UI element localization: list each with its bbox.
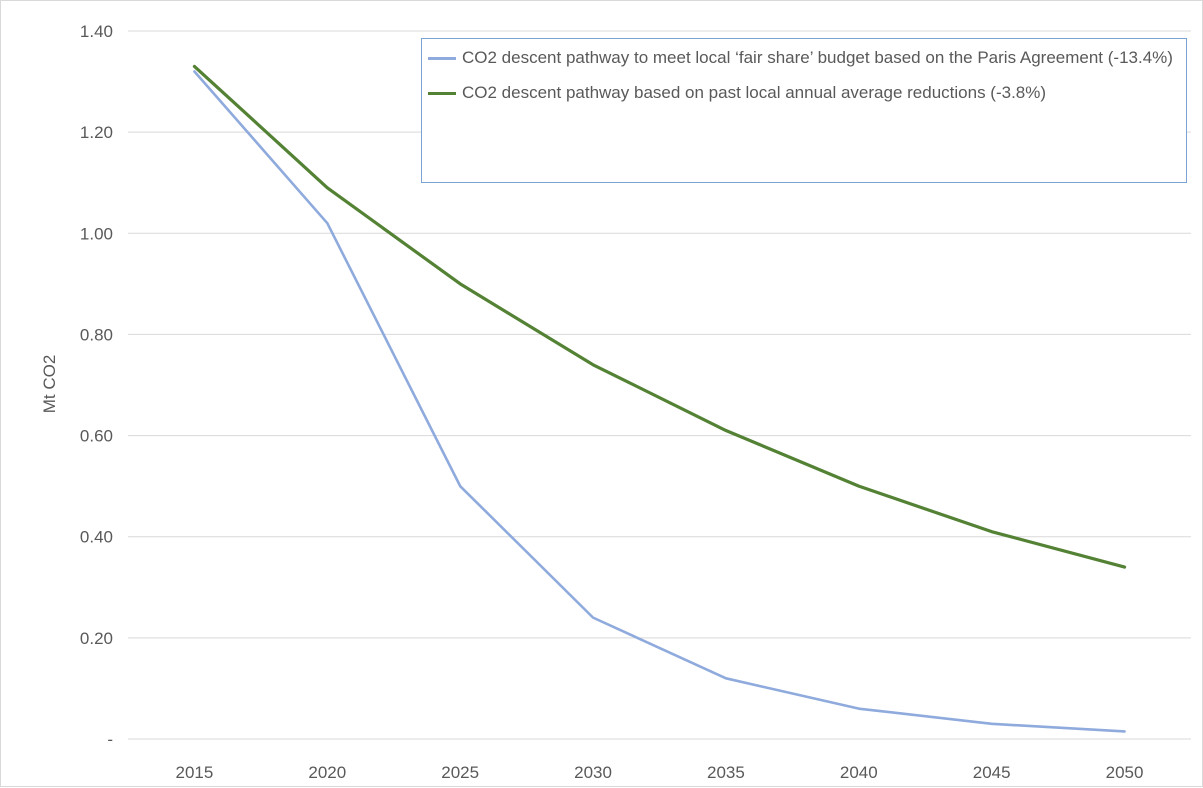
y-tick-label: 1.20 <box>80 123 113 142</box>
legend-swatch-fair-share <box>428 57 456 60</box>
x-tick-label: 2030 <box>574 763 612 782</box>
y-tick-label: 1.00 <box>80 224 113 243</box>
y-axis-ticks: - 0.20 0.40 0.60 0.80 1.00 1.20 1.40 <box>80 22 113 749</box>
legend: CO2 descent pathway to meet local ‘fair … <box>421 38 1187 183</box>
x-tick-label: 2025 <box>441 763 479 782</box>
legend-item-fair-share: CO2 descent pathway to meet local ‘fair … <box>428 45 1176 70</box>
x-tick-label: 2045 <box>973 763 1011 782</box>
legend-label-past-reductions: CO2 descent pathway based on past local … <box>462 80 1046 105</box>
x-tick-label: 2050 <box>1106 763 1144 782</box>
x-tick-label: 2020 <box>308 763 346 782</box>
y-axis-title: Mt CO2 <box>40 355 59 414</box>
legend-item-past-reductions: CO2 descent pathway based on past local … <box>428 80 1176 105</box>
x-axis-ticks: 2015 2020 2025 2030 2035 2040 2045 2050 <box>176 763 1144 782</box>
y-tick-label: 0.60 <box>80 427 113 446</box>
x-tick-label: 2015 <box>176 763 214 782</box>
y-tick-label: 0.40 <box>80 528 113 547</box>
x-tick-label: 2040 <box>840 763 878 782</box>
y-tick-label: 0.20 <box>80 629 113 648</box>
y-tick-label: 0.80 <box>80 325 113 344</box>
y-tick-label: - <box>107 730 113 749</box>
legend-label-fair-share: CO2 descent pathway to meet local ‘fair … <box>462 45 1173 70</box>
legend-swatch-past-reductions <box>428 92 456 95</box>
y-tick-label: 1.40 <box>80 22 113 41</box>
x-tick-label: 2035 <box>707 763 745 782</box>
